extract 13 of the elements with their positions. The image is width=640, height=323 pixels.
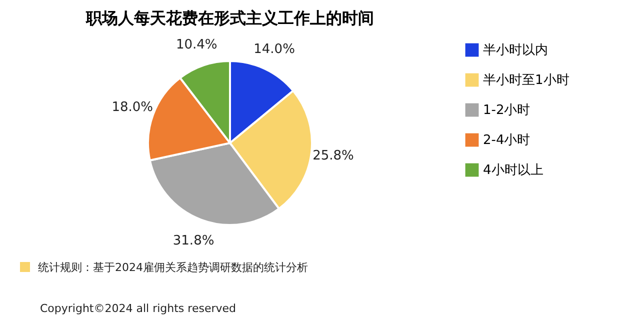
legend-label: 1-2小时 (483, 103, 530, 118)
data-label: 31.8% (172, 233, 214, 248)
legend-label: 4小时以上 (483, 163, 544, 178)
data-label: 14.0% (254, 42, 295, 57)
legend-label: 2-4小时 (483, 133, 530, 148)
legend-label: 半小时以内 (483, 43, 548, 58)
data-label: 10.4% (176, 38, 218, 52)
chart-title: 职场人每天花费在形式主义工作上的时间 (85, 8, 374, 28)
text: Copyright©2024 all rights reserved (40, 302, 236, 315)
legend-label: 半小时至1小时 (483, 73, 570, 88)
data-label: 18.0% (112, 100, 154, 116)
text: 统计规则：基于2024雇佣关系趋势调研数据的统计分析 (38, 260, 308, 274)
data-label: 25.8% (312, 148, 354, 164)
